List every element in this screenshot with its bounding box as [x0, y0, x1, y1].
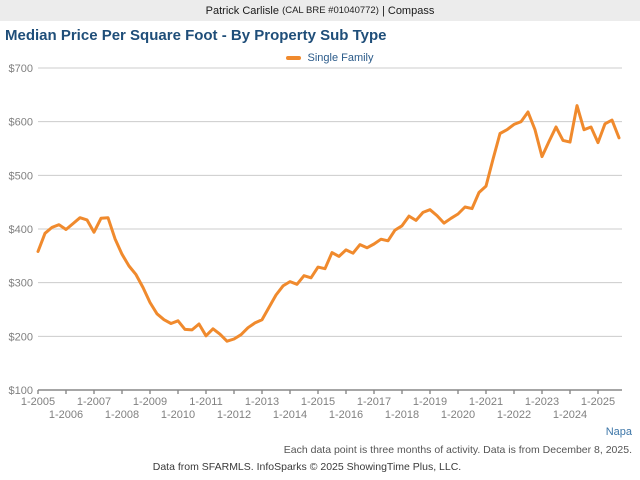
data-footnote: Each data point is three months of activ…: [283, 444, 632, 456]
x-axis-label: 1-2019: [413, 396, 447, 408]
x-axis-label: 1-2018: [385, 409, 419, 421]
x-axis-label: 1-2013: [245, 396, 279, 408]
single-family-price-line: [36, 104, 621, 343]
header-separator: |: [381, 4, 385, 17]
y-axis-label: $400: [9, 224, 33, 236]
x-axis-label: 1-2012: [217, 409, 251, 421]
x-axis-label: 1-2009: [133, 396, 167, 408]
header-bar: Patrick Carlisle (CAL BRE #01040772) | C…: [0, 0, 640, 21]
x-axis-label: 1-2021: [469, 396, 503, 408]
x-axis-label: 1-2022: [497, 409, 531, 421]
x-axis-label: 1-2024: [553, 409, 587, 421]
header-license: (CAL BRE #01040772): [282, 5, 379, 16]
x-axis-label: 1-2016: [329, 409, 363, 421]
y-axis-label: $500: [9, 170, 33, 182]
x-axis-label: 1-2020: [441, 409, 475, 421]
page-title: Median Price Per Square Foot - By Proper…: [5, 27, 387, 44]
x-axis-label: 1-2017: [357, 396, 391, 408]
x-axis-label: 1-2015: [301, 396, 335, 408]
header-agent-name: Patrick Carlisle: [205, 4, 279, 17]
legend-swatch-icon: [286, 56, 302, 60]
y-axis-label: $200: [9, 331, 33, 343]
y-axis-label: $700: [9, 63, 33, 75]
x-axis-label: 1-2005: [21, 396, 55, 408]
header-brand: Compass: [387, 4, 435, 17]
y-axis-label: $100: [9, 385, 33, 397]
region-label: Napa: [605, 426, 632, 438]
x-axis-label: 1-2006: [49, 409, 83, 421]
x-axis-label: 1-2025: [581, 396, 615, 408]
x-axis-label: 1-2007: [77, 396, 111, 408]
x-axis-label: 1-2011: [189, 396, 222, 408]
x-axis-label: 1-2010: [161, 409, 195, 421]
x-axis-label: 1-2008: [105, 409, 139, 421]
attribution-text: Data from SFARMLS. InfoSparks © 2025 Sho…: [152, 461, 462, 473]
x-axis-label: 1-2014: [273, 409, 307, 421]
y-axis-label: $300: [9, 278, 33, 290]
legend-label: Single Family: [307, 52, 374, 64]
x-axis-label: 1-2023: [525, 396, 559, 408]
y-axis-label: $600: [9, 117, 33, 129]
legend: Single Family: [38, 51, 622, 65]
